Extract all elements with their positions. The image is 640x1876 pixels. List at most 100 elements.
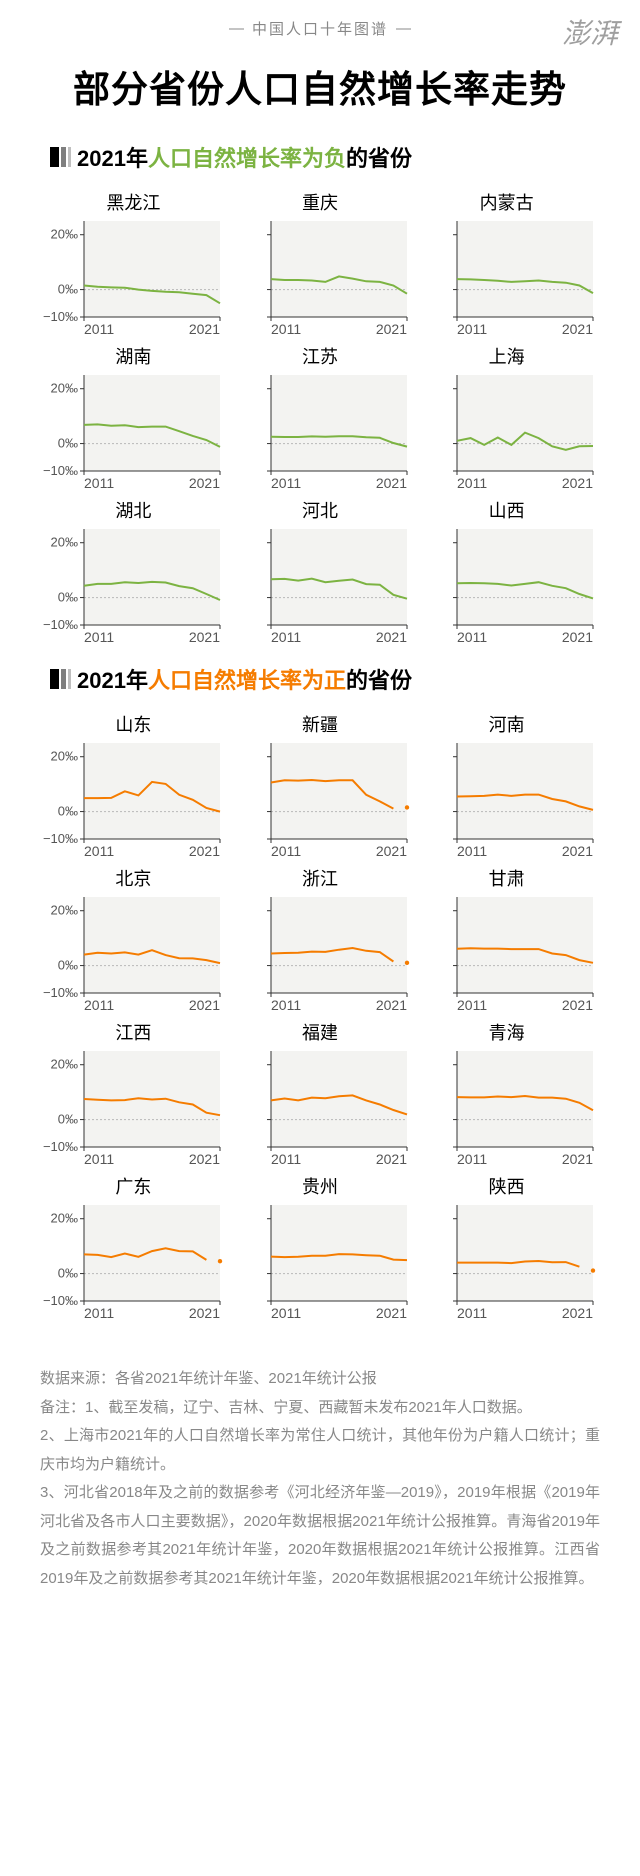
dash-right: — — [396, 20, 411, 37]
svg-text:0‰: 0‰ — [58, 804, 78, 819]
section-suffix: 的省份 — [346, 141, 412, 173]
chart-cell: 湖北−10‰0‰20‰20112021 — [40, 491, 227, 645]
chart-cell: 内蒙古20112021 — [413, 183, 600, 337]
svg-text:2021: 2021 — [376, 475, 407, 491]
chart-svg: 20112021 — [227, 525, 413, 645]
section-prefix: 2021年 — [77, 141, 148, 173]
footer-note: 备注：1、截至发稿，辽宁、吉林、宁夏、西藏暂未发布2021年人口数据。 — [40, 1394, 600, 1423]
svg-text:2011: 2011 — [457, 1305, 487, 1321]
svg-text:2011: 2011 — [84, 475, 114, 491]
chart-title: 北京 — [40, 859, 227, 893]
svg-text:20‰: 20‰ — [51, 227, 78, 242]
chart-svg: −10‰0‰20‰20112021 — [40, 1201, 226, 1321]
svg-text:0‰: 0‰ — [58, 958, 78, 973]
chart-svg: 2011 2021 — [413, 1047, 599, 1167]
svg-text:2011: 2011 — [84, 1151, 114, 1167]
chart-title: 新疆 — [227, 705, 414, 739]
chart-svg: −10‰0‰20‰20112021 — [40, 525, 226, 645]
section-highlight: 人口自然增长率为负 — [148, 141, 346, 173]
chart-cell: 江西−10‰0‰20‰20112021 — [40, 1013, 227, 1167]
chart-svg: −10‰ 0‰ 20‰ 2011 2021 — [40, 217, 226, 337]
svg-text:2021: 2021 — [376, 321, 407, 337]
chart-svg: 2011 2021 — [413, 1201, 599, 1321]
series-title: 中国人口十年图谱 — [252, 18, 388, 39]
svg-text:0‰: 0‰ — [58, 590, 78, 605]
section-highlight: 人口自然增长率为正 — [148, 663, 346, 695]
chart-cell: 山东−10‰0‰20‰20112021 — [40, 705, 227, 859]
svg-text:2011: 2011 — [457, 997, 487, 1013]
chart-svg: 20112021 — [227, 371, 413, 491]
chart-svg: 20112021 — [413, 893, 599, 1013]
svg-text:2011: 2011 — [457, 1151, 487, 1167]
svg-text:2021: 2021 — [189, 321, 220, 337]
footer-note: 3、河北省2018年及之前的数据参考《河北经济年鉴—2019》，2019年根据《… — [40, 1479, 600, 1593]
svg-text:20‰: 20‰ — [51, 903, 78, 918]
chart-title: 青海 — [413, 1013, 600, 1047]
svg-text:20‰: 20‰ — [51, 381, 78, 396]
svg-text:−10‰: −10‰ — [43, 463, 78, 478]
svg-text:2021: 2021 — [189, 843, 220, 859]
chart-svg: 20112021 — [227, 739, 413, 859]
svg-text:20‰: 20‰ — [51, 1057, 78, 1072]
chart-title: 上海 — [413, 337, 600, 371]
svg-text:2011: 2011 — [271, 843, 301, 859]
svg-text:2011: 2011 — [457, 843, 487, 859]
chart-cell: 广东−10‰0‰20‰20112021 — [40, 1167, 227, 1321]
chart-title: 重庆 — [227, 183, 414, 217]
svg-text:2021: 2021 — [189, 1305, 220, 1321]
dash-left: — — [229, 20, 244, 37]
chart-svg: −10‰0‰20‰20112021 — [40, 893, 226, 1013]
svg-text:2011: 2011 — [271, 629, 301, 645]
svg-text:2011: 2011 — [84, 321, 114, 337]
chart-title: 广东 — [40, 1167, 227, 1201]
svg-text:2021: 2021 — [189, 475, 220, 491]
section-bars-icon — [50, 147, 71, 167]
svg-text:2021: 2021 — [189, 997, 220, 1013]
chart-svg: 20112021 — [413, 371, 599, 491]
svg-text:2011: 2011 — [271, 997, 301, 1013]
chart-title: 福建 — [227, 1013, 414, 1047]
chart-grid-neg: 黑龙江−10‰0‰20‰20112021重庆20112021内蒙古2011202… — [0, 179, 640, 663]
svg-text:2021: 2021 — [376, 1305, 407, 1321]
svg-text:2011: 2011 — [84, 1305, 114, 1321]
svg-text:−10‰: −10‰ — [43, 309, 78, 324]
footer-note: 2、上海市2021年的人口自然增长率为常住人口统计，其他年份为户籍人口统计；重庆… — [40, 1422, 600, 1479]
section-suffix: 的省份 — [346, 663, 412, 695]
svg-text:2011: 2011 — [84, 997, 114, 1013]
chart-title: 山东 — [40, 705, 227, 739]
section-prefix: 2021年 — [77, 663, 148, 695]
svg-text:2021: 2021 — [562, 1305, 593, 1321]
header-strip: — 中国人口十年图谱 — 澎湃 — [0, 0, 640, 47]
svg-text:2021: 2021 — [562, 843, 593, 859]
svg-text:−10‰: −10‰ — [43, 831, 78, 846]
svg-text:2011: 2011 — [271, 1305, 301, 1321]
chart-title: 河北 — [227, 491, 414, 525]
svg-text:20‰: 20‰ — [51, 1211, 78, 1226]
chart-cell: 陕西20112021 — [413, 1167, 600, 1321]
footer-source: 数据来源：各省2021年统计年鉴、2021年统计公报 — [40, 1365, 600, 1394]
svg-text:0‰: 0‰ — [58, 282, 78, 297]
svg-text:2021: 2021 — [562, 629, 593, 645]
chart-cell: 青海 2011 2021 — [413, 1013, 600, 1167]
chart-title: 内蒙古 — [413, 183, 600, 217]
section-header-pos: 2021年人口自然增长率为正的省份 — [0, 663, 640, 701]
chart-cell: 黑龙江−10‰0‰20‰20112021 — [40, 183, 227, 337]
chart-title: 湖北 — [40, 491, 227, 525]
svg-text:−10‰: −10‰ — [43, 1293, 78, 1308]
chart-cell: 新疆20112021 — [227, 705, 414, 859]
chart-svg: 2011 2021 — [227, 217, 413, 337]
chart-svg: 2011 2021 — [227, 1201, 413, 1321]
chart-svg: −10‰0‰20‰20112021 — [40, 739, 226, 859]
chart-cell: 山西20112021 — [413, 491, 600, 645]
svg-text:20‰: 20‰ — [51, 535, 78, 550]
section-bars-icon — [50, 669, 71, 689]
chart-cell: 江苏20112021 — [227, 337, 414, 491]
svg-text:20‰: 20‰ — [51, 749, 78, 764]
svg-text:2021: 2021 — [562, 1151, 593, 1167]
svg-text:2021: 2021 — [189, 1151, 220, 1167]
svg-text:−10‰: −10‰ — [43, 1139, 78, 1154]
svg-text:2011: 2011 — [271, 321, 301, 337]
svg-text:0‰: 0‰ — [58, 1112, 78, 1127]
svg-text:2021: 2021 — [376, 1151, 407, 1167]
chart-svg: −10‰ 0‰ 20‰ 2011 2021 — [40, 1047, 226, 1167]
